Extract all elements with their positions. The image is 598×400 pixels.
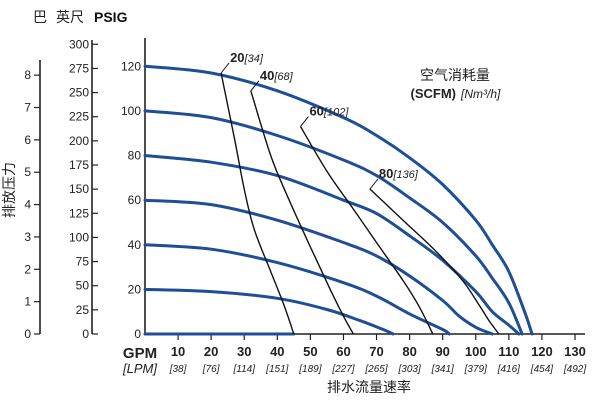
- psig-axis-title: PSIG: [94, 9, 128, 25]
- bar-tick-label: 1: [24, 295, 31, 309]
- lpm-tick-label: [38]: [169, 364, 187, 375]
- lpm-tick-label: [76]: [202, 364, 220, 375]
- bar-tick-label: 4: [24, 198, 31, 212]
- ft-tick-label: 200: [69, 134, 89, 148]
- lpm-tick-label: [265]: [364, 364, 387, 375]
- gpm-tick-label: 10: [171, 344, 185, 359]
- ft-tick-label: 225: [69, 110, 89, 124]
- ft-tick-label: 300: [69, 37, 89, 51]
- air-curve-label: 80[136]: [379, 166, 419, 181]
- air-legend-line1: 空气消耗量: [420, 67, 490, 83]
- ft-tick-label: 175: [69, 158, 89, 172]
- axis-ticks: 0123456780255075100125150175200225250275…: [24, 37, 586, 375]
- gpm-tick-label: 110: [498, 344, 519, 359]
- air-curve: [369, 188, 500, 335]
- pressure-curves: [143, 64, 534, 336]
- lpm-tick-label: [303]: [397, 364, 420, 375]
- air-curve-leader: [220, 62, 230, 74]
- air-curve-leader: [250, 80, 260, 92]
- ft-tick-label: 250: [69, 86, 89, 100]
- gpm-tick-label: 90: [435, 344, 449, 359]
- lpm-tick-label: [454]: [530, 364, 553, 375]
- air-curve-label: 20[34]: [230, 50, 264, 65]
- gpm-tick-label: 40: [270, 344, 284, 359]
- psig-tick-label: 60: [128, 193, 142, 207]
- air-curve-leader: [300, 116, 309, 127]
- psig-tick-label: 120: [121, 59, 141, 73]
- gpm-tick-label: 50: [303, 344, 317, 359]
- lpm-tick-label: [492]: [563, 364, 586, 375]
- lpm-label: [LPM]: [122, 361, 157, 376]
- psig-tick-label: 80: [128, 149, 142, 163]
- bar-tick-label: 3: [24, 230, 31, 244]
- ft-tick-label: 50: [76, 279, 90, 293]
- ft-axis-title: 英尺: [56, 9, 84, 25]
- air-curve-leader: [369, 178, 379, 190]
- gpm-tick-label: 70: [369, 344, 383, 359]
- bar-tick-label: 2: [24, 262, 31, 276]
- x-axis-title: 排水流量速率: [327, 379, 411, 395]
- ft-tick-label: 275: [69, 61, 89, 75]
- ft-tick-label: 0: [82, 327, 89, 341]
- air-legend-line2-italic: [Nm³/h]: [460, 87, 501, 101]
- gpm-tick-label: 20: [204, 344, 218, 359]
- ft-tick-label: 100: [69, 230, 89, 244]
- bar-axis-title: 巴: [33, 9, 47, 25]
- gpm-tick-label: 120: [531, 344, 553, 359]
- lpm-tick-label: [227]: [331, 364, 354, 375]
- air-curve: [220, 72, 295, 335]
- pressure-curve: [143, 287, 395, 336]
- bar-tick-label: 5: [24, 165, 31, 179]
- air-curve: [250, 90, 355, 335]
- pressure-curve: [143, 243, 451, 336]
- pressure-curve: [143, 64, 534, 336]
- ft-tick-label: 125: [69, 206, 89, 220]
- gpm-tick-label: 130: [564, 344, 586, 359]
- air-consumption-curves: 20[34] 40[68] 60[102] 80[136]: [220, 50, 500, 335]
- lpm-tick-label: [416]: [497, 364, 520, 375]
- lpm-tick-label: [189]: [298, 364, 321, 375]
- air-curve-label: 40[68]: [260, 68, 294, 83]
- gpm-label: GPM: [123, 345, 157, 362]
- psig-tick-label: 0: [134, 327, 141, 341]
- lpm-tick-label: [379]: [464, 364, 487, 375]
- bar-tick-label: 0: [24, 327, 31, 341]
- gpm-tick-label: 80: [402, 344, 416, 359]
- psig-tick-label: 40: [128, 238, 142, 252]
- gpm-tick-label: 60: [336, 344, 350, 359]
- gpm-tick-label: 100: [465, 344, 487, 359]
- air-curve-label: 60[102]: [309, 104, 349, 119]
- air-legend-line2-bold: (SCFM): [411, 86, 457, 101]
- pressure-curve: [143, 109, 524, 336]
- bar-tick-label: 8: [24, 68, 31, 82]
- gpm-tick-label: 30: [237, 344, 251, 359]
- lpm-tick-label: [341]: [431, 364, 454, 375]
- lpm-tick-label: [114]: [232, 364, 255, 375]
- air-curve: [299, 126, 434, 335]
- bar-tick-label: 7: [24, 101, 31, 115]
- pressure-curve: [143, 154, 521, 336]
- ft-tick-label: 150: [69, 182, 89, 196]
- ft-tick-label: 75: [76, 255, 90, 269]
- pressure-curve: [143, 198, 494, 336]
- y-axis-title: 排放压力: [1, 162, 17, 218]
- ft-tick-label: 25: [76, 303, 90, 317]
- psig-tick-label: 20: [128, 282, 142, 296]
- psig-tick-label: 100: [121, 104, 141, 118]
- bar-tick-label: 6: [24, 133, 31, 147]
- lpm-tick-label: [151]: [265, 364, 288, 375]
